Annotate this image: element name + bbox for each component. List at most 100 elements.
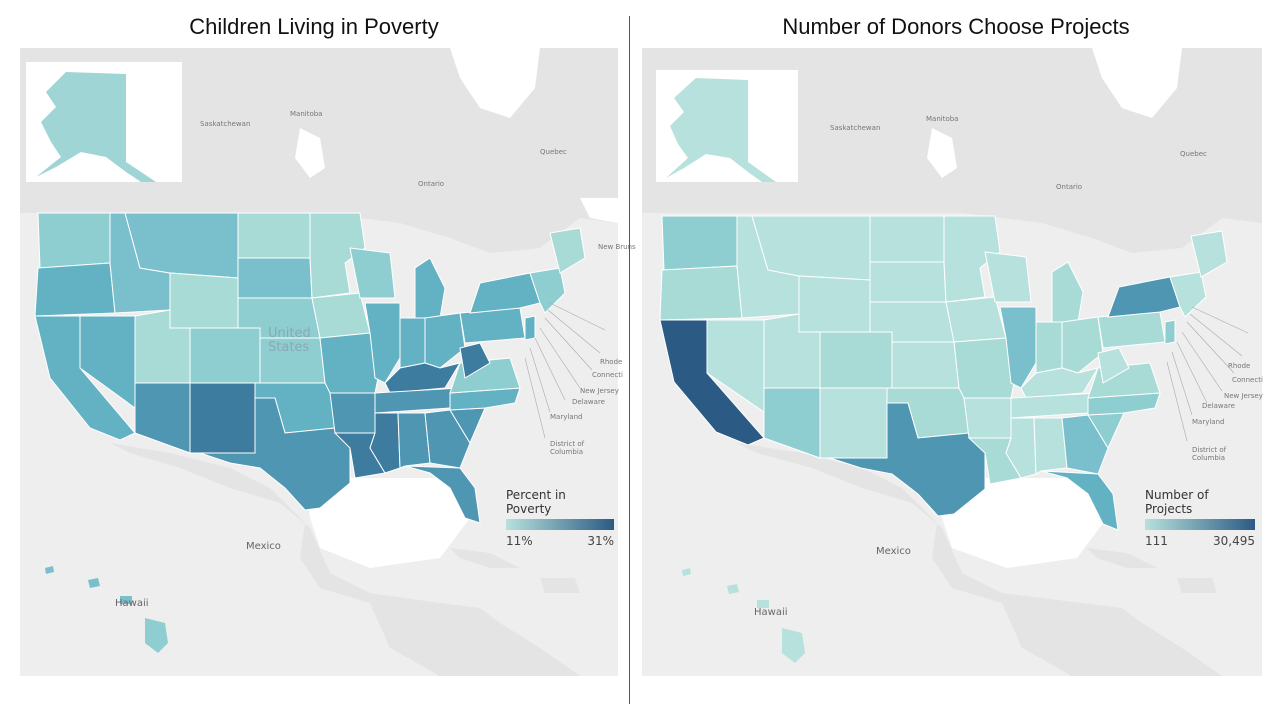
poverty-legend-gradient bbox=[506, 519, 614, 530]
state-colorado bbox=[189, 327, 261, 384]
state-hawaii-1 bbox=[682, 568, 691, 576]
cuba bbox=[450, 548, 520, 568]
state-alabama bbox=[1033, 417, 1068, 475]
state-west-virginia bbox=[459, 342, 491, 379]
state-texas bbox=[199, 397, 351, 511]
lake-2 bbox=[580, 198, 618, 223]
state-maine bbox=[1190, 230, 1228, 278]
state-tennessee bbox=[374, 387, 461, 414]
state-iowa bbox=[311, 292, 371, 339]
alaska-inset bbox=[656, 70, 798, 182]
us-states bbox=[34, 212, 586, 524]
state-new-england bbox=[1169, 271, 1207, 318]
projects-legend: Number of Projects 111 30,495 bbox=[1145, 488, 1255, 548]
hudson-bay bbox=[450, 48, 540, 118]
state-new-york bbox=[1107, 276, 1181, 318]
state-texas bbox=[829, 402, 986, 517]
leader-lines bbox=[524, 302, 606, 439]
state-hawaii-1 bbox=[45, 566, 54, 574]
state-montana bbox=[124, 212, 239, 279]
label-united-states: United States bbox=[268, 326, 311, 355]
label-hawaii: Hawaii bbox=[754, 607, 788, 618]
projects-map-panel: Number of Donors Choose Projects bbox=[632, 0, 1280, 720]
poverty-legend: Percent in Poverty 11% 31% bbox=[506, 488, 614, 548]
state-wisconsin bbox=[349, 247, 396, 299]
cuba bbox=[1087, 548, 1157, 568]
state-iowa bbox=[945, 296, 1007, 343]
state-new-mexico bbox=[819, 387, 888, 459]
state-wyoming bbox=[798, 275, 871, 333]
projects-map-title: Number of Donors Choose Projects bbox=[782, 14, 1130, 39]
state-west-virginia bbox=[1097, 347, 1130, 384]
state-hawaii-3 bbox=[757, 600, 769, 608]
projects-legend-max: 30,495 bbox=[1213, 534, 1255, 548]
state-north-dakota bbox=[237, 212, 311, 259]
poverty-map[interactable] bbox=[20, 48, 618, 676]
label-rhode: Rhode bbox=[600, 358, 623, 366]
state-florida bbox=[404, 465, 481, 524]
label-delaware: Delaware bbox=[1202, 402, 1235, 410]
gulf-of-mexico bbox=[305, 478, 470, 568]
label-quebec: Quebec bbox=[1180, 150, 1207, 158]
state-alabama bbox=[397, 412, 431, 469]
pacific-ocean bbox=[20, 213, 110, 468]
label-quebec: Quebec bbox=[540, 148, 567, 156]
label-saskatchewan: Saskatchewan bbox=[830, 124, 881, 132]
poverty-map-panel: Children Living in Poverty bbox=[0, 0, 636, 720]
state-arkansas bbox=[329, 392, 376, 434]
state-ohio bbox=[424, 312, 466, 369]
state-oregon bbox=[659, 265, 743, 321]
label-saskatchewan: Saskatchewan bbox=[200, 120, 251, 128]
state-minnesota bbox=[943, 215, 1001, 303]
state-indiana bbox=[1035, 321, 1063, 374]
state-washington bbox=[661, 215, 738, 271]
hispaniola bbox=[1177, 578, 1217, 593]
label-delaware: Delaware bbox=[572, 398, 605, 406]
state-hawaii-2 bbox=[727, 584, 739, 594]
state-wyoming bbox=[169, 272, 239, 329]
gulf-of-mexico bbox=[937, 478, 1107, 568]
state-oregon bbox=[34, 262, 116, 317]
hudson-bay bbox=[1092, 48, 1182, 118]
label-ontario: Ontario bbox=[1056, 183, 1083, 191]
label-maryland: Maryland bbox=[1192, 418, 1225, 426]
label-manitoba: Manitoba bbox=[926, 115, 959, 123]
lake-1 bbox=[927, 128, 957, 178]
panel-divider bbox=[629, 16, 630, 704]
mexico-land bbox=[737, 443, 1222, 676]
leader-lines bbox=[1166, 306, 1249, 442]
state-kansas bbox=[891, 341, 960, 389]
label-maryland: Maryland bbox=[550, 413, 583, 421]
state-new-mexico bbox=[189, 382, 256, 454]
state-montana bbox=[751, 215, 871, 281]
state-arkansas bbox=[963, 397, 1012, 439]
state-new-england bbox=[529, 267, 566, 314]
state-hawaii-2 bbox=[88, 578, 100, 588]
poverty-map-svg bbox=[20, 48, 618, 676]
projects-map[interactable] bbox=[642, 48, 1262, 676]
projects-map-svg bbox=[642, 48, 1262, 676]
label-district: District of Columbia bbox=[550, 440, 585, 456]
state-michigan bbox=[414, 257, 446, 319]
state-ohio bbox=[1061, 316, 1104, 374]
label-new-brunswick: New Bruns bbox=[598, 243, 636, 251]
poverty-legend-title: Percent in Poverty bbox=[506, 488, 566, 516]
state-michigan bbox=[1051, 261, 1084, 323]
label-mexico: Mexico bbox=[246, 541, 281, 552]
state-new-jersey bbox=[1164, 319, 1176, 345]
state-florida bbox=[1040, 470, 1119, 531]
state-wisconsin bbox=[984, 251, 1032, 303]
state-washington bbox=[37, 212, 111, 269]
projects-legend-min: 111 bbox=[1145, 534, 1168, 548]
alaska-inset-svg bbox=[666, 78, 776, 182]
state-hawaii-4 bbox=[782, 628, 805, 663]
projects-legend-gradient bbox=[1145, 519, 1255, 530]
poverty-legend-min: 11% bbox=[506, 534, 533, 548]
state-tennessee bbox=[1010, 392, 1099, 419]
state-colorado bbox=[819, 331, 893, 389]
mexico-land bbox=[110, 443, 580, 676]
state-hawaii-4 bbox=[145, 618, 168, 653]
lake-1 bbox=[295, 128, 325, 178]
projects-legend-title: Number of Projects bbox=[1145, 488, 1209, 516]
state-north-dakota bbox=[869, 215, 945, 263]
